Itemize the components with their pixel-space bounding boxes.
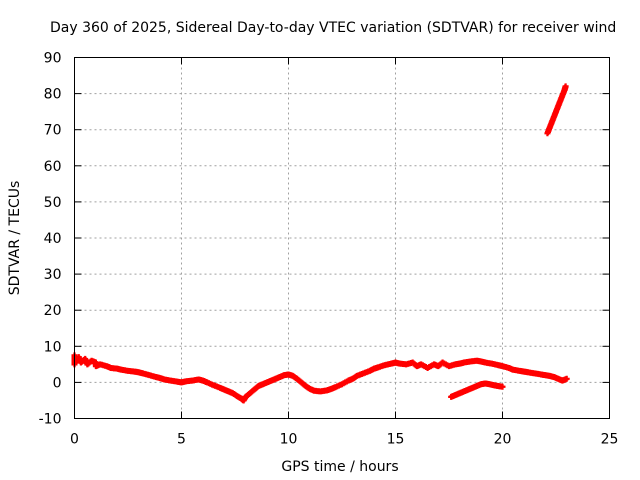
y-tick-label: 40 bbox=[44, 231, 62, 247]
series-lower-track bbox=[448, 380, 506, 400]
series-main-track bbox=[71, 352, 570, 404]
ticks: -10 0 10 20 30 40 50 60 70 80 90 0 5 10 15 20 25 bbox=[39, 51, 619, 448]
series-rising-track bbox=[544, 83, 569, 137]
y-tick-label: 70 bbox=[44, 123, 62, 139]
y-tick-label: 20 bbox=[44, 303, 62, 319]
y-tick-label: 30 bbox=[44, 267, 62, 283]
y-tick-label: -10 bbox=[39, 412, 62, 428]
x-tick-label: 0 bbox=[70, 432, 79, 448]
chart-title: Day 360 of 2025, Sidereal Day-to-day VTE… bbox=[50, 20, 616, 36]
y-tick-label: 80 bbox=[44, 87, 62, 103]
y-axis-label: SDTVAR / TECUs bbox=[7, 181, 23, 296]
data-points bbox=[71, 83, 570, 404]
x-tick-label: 10 bbox=[280, 432, 298, 448]
data-point bbox=[563, 375, 570, 382]
y-tick-label: 90 bbox=[44, 51, 62, 67]
data-point bbox=[562, 83, 569, 90]
x-tick-label: 25 bbox=[601, 432, 619, 448]
y-tick-label: 10 bbox=[44, 339, 62, 355]
x-tick-label: 20 bbox=[494, 432, 512, 448]
x-tick-label: 5 bbox=[177, 432, 186, 448]
grid bbox=[74, 57, 610, 419]
y-tick-label: 50 bbox=[44, 195, 62, 211]
y-tick-label: 60 bbox=[44, 159, 62, 175]
y-tick-label: 0 bbox=[53, 375, 62, 391]
x-axis-label: GPS time / hours bbox=[281, 459, 398, 475]
x-tick-label: 15 bbox=[387, 432, 405, 448]
data-point bbox=[499, 383, 506, 390]
